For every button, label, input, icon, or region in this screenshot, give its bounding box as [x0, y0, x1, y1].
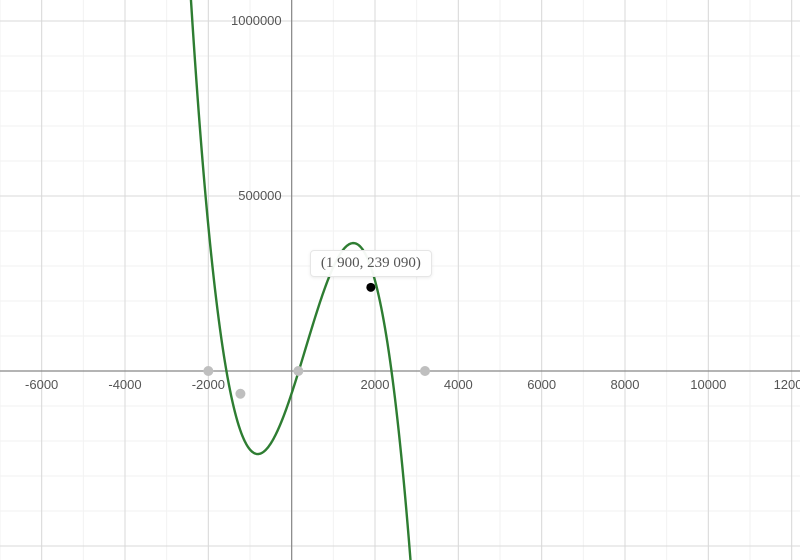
chart-svg: -6000 -4000 -2000 2000 4000 6000 8000 10000 1200… [0, 0, 800, 560]
chart-container[interactable]: -6000 -4000 -2000 2000 4000 6000 8000 10000 1200… [0, 0, 800, 560]
curve-point [420, 366, 430, 376]
curve-point [203, 366, 213, 376]
curve-point [293, 366, 303, 376]
x-tick-label: -4000 [108, 377, 141, 392]
x-tick-label: -6000 [25, 377, 58, 392]
x-tick-label: -2000 [192, 377, 225, 392]
x-tick-label: 6000 [527, 377, 556, 392]
x-tick-label: 2000 [361, 377, 390, 392]
y-tick-label: 500000 [238, 188, 281, 203]
y-tick-label: 1000000 [231, 13, 282, 28]
highlight-point[interactable] [366, 283, 375, 292]
x-tick-label: 12000 [774, 377, 800, 392]
x-tick-label: 10000 [690, 377, 726, 392]
curve-point [235, 389, 245, 399]
x-tick-label: 8000 [611, 377, 640, 392]
x-tick-label: 4000 [444, 377, 473, 392]
